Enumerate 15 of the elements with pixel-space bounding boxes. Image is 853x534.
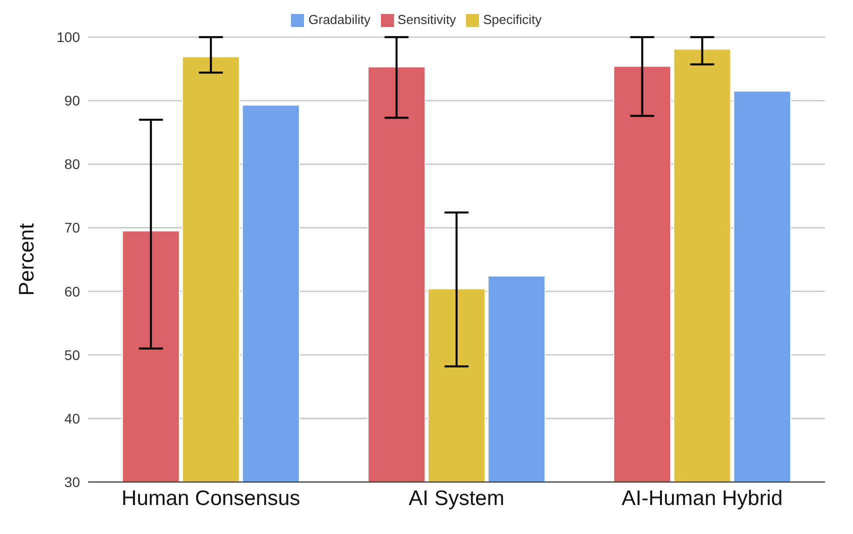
x-tick-label: Human Consensus bbox=[122, 486, 300, 510]
y-tick-label: 80 bbox=[64, 156, 80, 172]
y-tick-label: 90 bbox=[64, 92, 80, 109]
legend-label: Sensitivity bbox=[398, 12, 456, 27]
y-axis-title: Percent bbox=[15, 223, 38, 296]
legend-label: Specificity bbox=[483, 12, 542, 27]
y-tick-label: 40 bbox=[64, 410, 80, 426]
x-tick-label: AI-Human Hybrid bbox=[622, 486, 783, 510]
y-tick-label: 30 bbox=[64, 474, 80, 490]
legend-label: Gradability bbox=[308, 12, 371, 27]
y-tick-label: 60 bbox=[64, 283, 80, 300]
y-tick-label: 50 bbox=[64, 346, 80, 363]
y-tick-label: 100 bbox=[56, 29, 80, 46]
x-tick-label: AI System bbox=[408, 486, 504, 510]
y-tick-label: 70 bbox=[64, 220, 80, 236]
